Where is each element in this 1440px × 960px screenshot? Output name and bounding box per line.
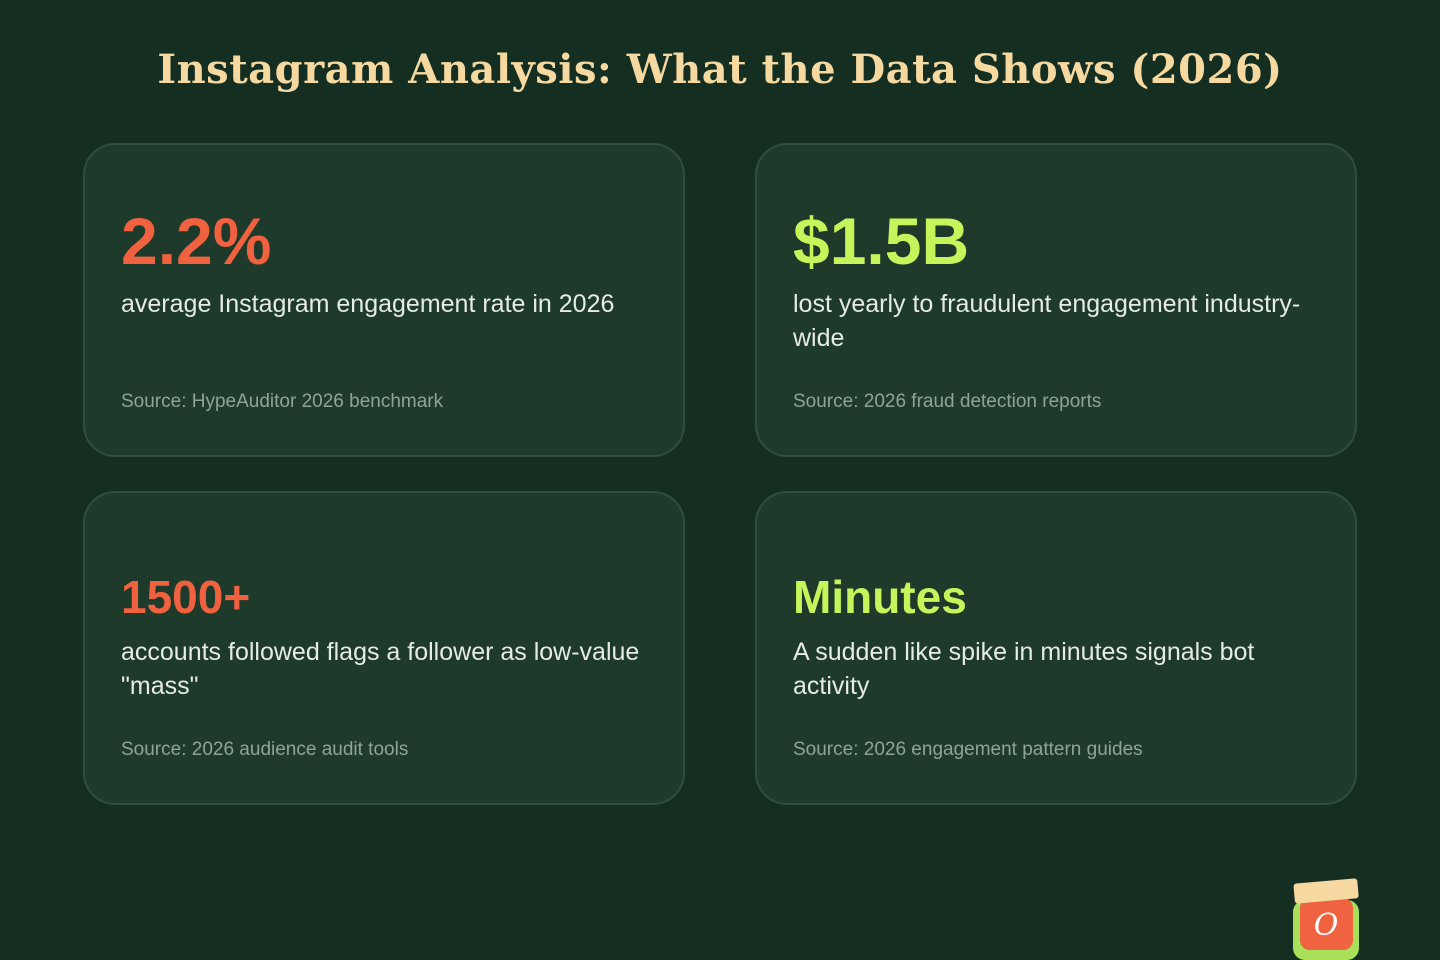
page-title: Instagram Analysis: What the Data Shows … bbox=[157, 46, 1283, 93]
stat-card-engagement-rate: 2.2% average Instagram engagement rate i… bbox=[83, 143, 685, 457]
stat-description: accounts followed flags a follower as lo… bbox=[121, 638, 640, 700]
stat-source: Source: 2026 fraud detection reports bbox=[793, 391, 1102, 412]
stat-value: $1.5B bbox=[793, 204, 970, 278]
stat-description: average Instagram engagement rate in 202… bbox=[121, 290, 615, 318]
stat-description: A sudden like spike in minutes signals b… bbox=[793, 638, 1255, 700]
stat-source: Source: HypeAuditor 2026 benchmark bbox=[121, 391, 444, 412]
stat-value: 1500+ bbox=[121, 571, 251, 623]
stat-source: Source: 2026 audience audit tools bbox=[121, 739, 409, 760]
logo-letter: O bbox=[1314, 908, 1339, 943]
stat-source: Source: 2026 engagement pattern guides bbox=[793, 739, 1143, 760]
stat-description: lost yearly to fraudulent engagement ind… bbox=[793, 290, 1301, 352]
stat-value: 2.2% bbox=[121, 204, 272, 278]
stat-value: Minutes bbox=[793, 571, 967, 623]
stat-card-like-spike: Minutes A sudden like spike in minutes s… bbox=[755, 491, 1357, 805]
jar-logo-icon: O bbox=[1293, 878, 1359, 960]
stat-card-mass-follower: 1500+ accounts followed flags a follower… bbox=[83, 491, 685, 805]
stat-card-fraud-loss: $1.5B lost yearly to fraudulent engageme… bbox=[755, 143, 1357, 457]
